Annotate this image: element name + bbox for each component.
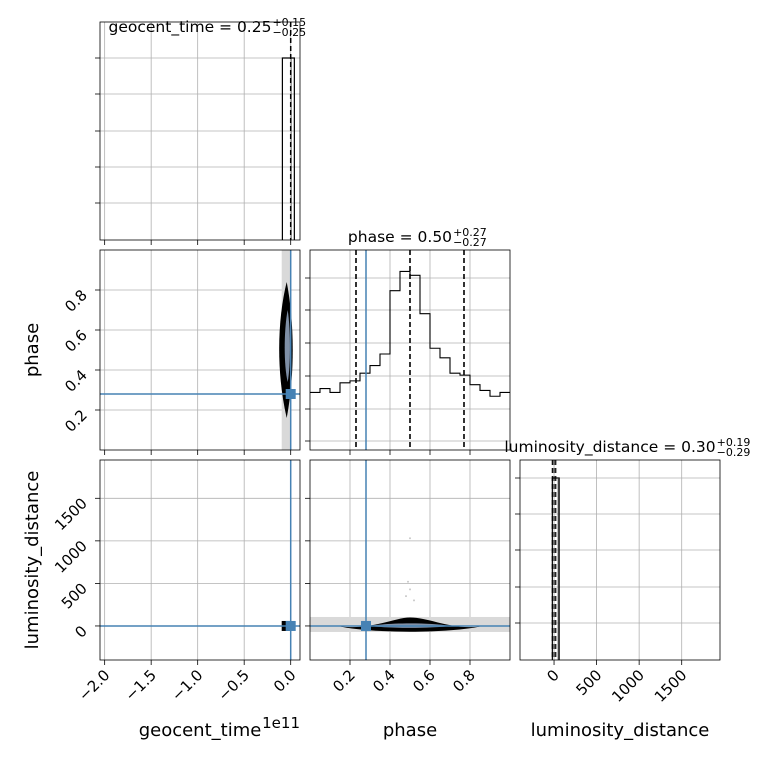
contour-group-21 xyxy=(310,460,510,660)
tick-label-phase: 0.2 xyxy=(329,666,359,696)
panel-title-luminosity-distance: luminosity_distance = 0.30 +0.19−0.29 xyxy=(504,436,750,459)
tick-label-geocent-time: −0.5 xyxy=(215,666,253,704)
tick-label-geocent-time: 0.0 xyxy=(270,666,300,696)
tick-label-phase: 0.4 xyxy=(369,666,399,696)
panel-hist-ld xyxy=(515,460,720,665)
axis-label-phase-y: phase xyxy=(22,323,43,377)
title-error-minus: −0.27 xyxy=(453,236,487,249)
sample-point xyxy=(407,580,409,583)
tick-label-ld: 500 xyxy=(572,666,605,699)
tick-label-phase: 0.6 xyxy=(409,666,439,696)
tick-label-geocent-time: −1.0 xyxy=(168,666,206,704)
panel-frame-11 xyxy=(309,249,511,451)
contour-group-20 xyxy=(100,460,300,660)
hist-phase-step xyxy=(310,270,510,397)
sample-point xyxy=(409,537,411,540)
sample-point xyxy=(405,595,407,598)
title-error-minus: −0.29 xyxy=(717,446,751,459)
title-error-plus: +0.19 xyxy=(717,436,751,449)
tick-label-ld-y: 1000 xyxy=(51,537,91,577)
axis-label-luminosity-distance-y: luminosity_distance xyxy=(22,471,43,650)
title-error-plus: +0.27 xyxy=(453,226,487,239)
panel-frame-10 xyxy=(99,249,301,451)
panel-title-phase: phase = 0.50 +0.27−0.27 xyxy=(348,226,487,249)
truth-marker xyxy=(285,389,296,399)
contour-group-10 xyxy=(100,250,300,450)
tick-label-ld: 1500 xyxy=(651,666,691,706)
truth-marker xyxy=(285,620,296,631)
tick-label-ld: 1000 xyxy=(608,666,648,706)
tick-label-phase-y: 0.6 xyxy=(61,326,91,356)
title-error-plus: +0.15 xyxy=(272,16,306,29)
truth-marker xyxy=(361,620,371,631)
axis-label-geocent-time: geocent_time xyxy=(139,720,262,741)
tick-label-ld-y: 0 xyxy=(71,622,90,641)
tick-label-geocent-time: −2.0 xyxy=(75,666,113,704)
tick-label-phase-y: 0.2 xyxy=(61,406,91,436)
panel-frame-00 xyxy=(99,21,301,241)
tick-label-ld: 0 xyxy=(543,666,562,685)
sample-point xyxy=(409,588,411,591)
axis-offset-label: 1e11 xyxy=(262,714,300,732)
tick-label-phase-y: 0.8 xyxy=(61,286,91,316)
tick-label-phase: 0.8 xyxy=(449,666,479,696)
tick-label-geocent-time: −1.5 xyxy=(121,666,159,704)
axis-label-phase: phase xyxy=(383,720,437,741)
panel-2d-ld-phase xyxy=(305,460,510,665)
panel-2d-phase-geocent-time xyxy=(95,250,300,455)
panel-frame-21 xyxy=(309,459,511,661)
title-error-minus: −0.25 xyxy=(272,26,306,39)
panel-hist-geocent-time xyxy=(95,22,300,245)
panel-title-geocent-time: geocent_time = 0.25 +0.15−0.25 xyxy=(109,16,307,39)
panel-hist-phase xyxy=(305,250,510,455)
panel-2d-ld-geocent-time xyxy=(95,460,300,665)
axis-label-luminosity-distance: luminosity_distance xyxy=(531,720,710,741)
sample-point xyxy=(413,599,415,602)
hist-phase-group xyxy=(310,250,510,450)
hist-geocent-time-bar xyxy=(281,57,295,240)
contour-inner xyxy=(284,310,290,382)
panel-frame-22 xyxy=(519,459,721,661)
tick-label-ld-y: 1500 xyxy=(51,494,91,534)
panel-title-text: phase = 0.50 xyxy=(348,228,452,246)
panel-frame-20 xyxy=(99,459,301,661)
panel-title-text: geocent_time = 0.25 xyxy=(109,18,272,37)
panel-title-text: luminosity_distance = 0.30 xyxy=(504,438,715,457)
tick-label-ld-y: 500 xyxy=(58,580,91,613)
tick-label-phase-y: 0.4 xyxy=(61,366,91,396)
